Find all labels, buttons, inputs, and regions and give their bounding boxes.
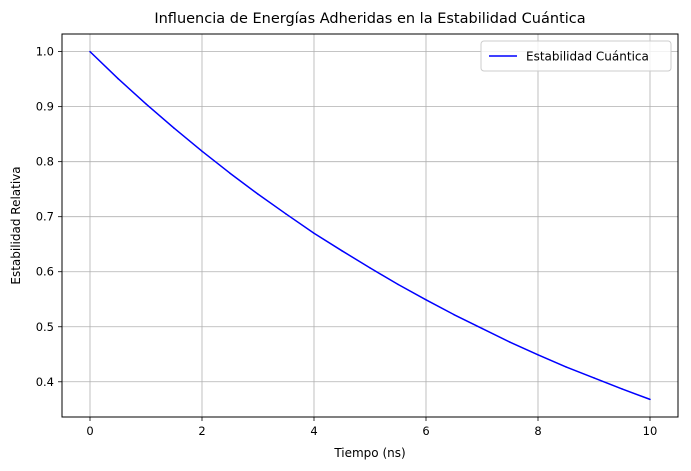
- data-point: [257, 193, 259, 195]
- y-axis-label: Estabilidad Relativa: [9, 166, 23, 284]
- data-point: [341, 250, 343, 252]
- y-tick-label: 0.6: [36, 265, 54, 279]
- data-point: [313, 232, 315, 234]
- x-axis: 0 2 4 6 8 10: [86, 417, 657, 438]
- data-point: [425, 299, 427, 301]
- data-point: [173, 127, 175, 129]
- data-point: [89, 50, 91, 53]
- data-point: [593, 377, 595, 379]
- data-point: [201, 150, 203, 152]
- chart-title: Influencia de Energías Adheridas en la E…: [154, 11, 585, 27]
- data-point: [649, 398, 651, 401]
- x-tick-label: 0: [86, 424, 93, 438]
- data-point: [621, 388, 623, 390]
- x-tick-label: 8: [534, 424, 541, 438]
- y-axis: 0.4 0.5 0.6 0.7 0.8 0.9 1.0: [36, 45, 62, 389]
- legend-box: [480, 40, 672, 72]
- x-tick-label: 4: [310, 424, 317, 438]
- x-axis-label: Tiempo (ns): [333, 446, 405, 460]
- data-point: [145, 103, 147, 105]
- grid: [62, 34, 678, 417]
- data-point: [537, 354, 539, 356]
- data-point: [453, 313, 455, 316]
- legend: Estabilidad Cuántica: [480, 40, 672, 72]
- y-tick-label: 0.9: [36, 100, 54, 114]
- data-point: [117, 77, 119, 80]
- y-tick-label: 0.7: [36, 210, 54, 224]
- x-tick-label: 2: [198, 424, 205, 438]
- data-point: [481, 327, 483, 330]
- axes-frame: [61, 33, 679, 418]
- legend-label: Estabilidad Cuántica: [526, 50, 649, 64]
- data-point: [509, 341, 511, 343]
- x-tick-label: 10: [643, 424, 658, 438]
- data-point: [229, 172, 231, 174]
- data-point: [397, 283, 399, 286]
- y-tick-label: 0.8: [36, 155, 54, 169]
- y-tick-label: 0.4: [36, 375, 54, 389]
- plot-area: [89, 50, 651, 401]
- x-tick-label: 6: [422, 424, 429, 438]
- data-point: [369, 267, 371, 269]
- data-point: [565, 366, 567, 368]
- y-tick-label: 0.5: [36, 320, 54, 334]
- y-tick-label: 1.0: [36, 45, 54, 59]
- series-line: [89, 51, 651, 401]
- data-point: [285, 213, 287, 215]
